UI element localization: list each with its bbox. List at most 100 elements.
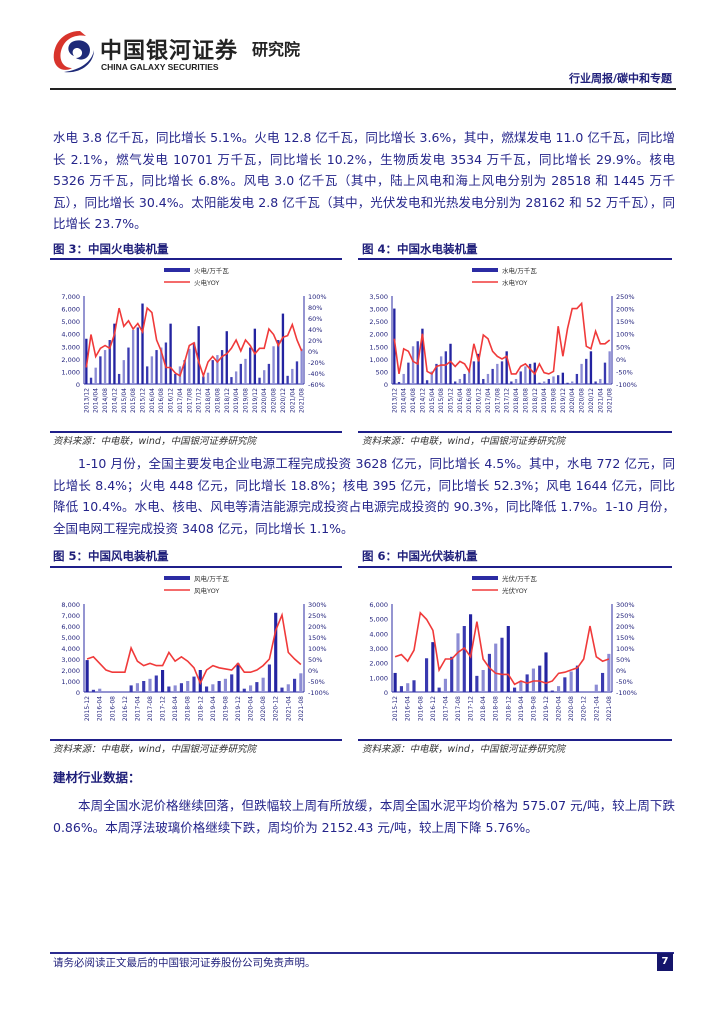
x-tick-label: 2014/12 — [419, 388, 426, 413]
x-tick-label: 2020/12 — [588, 388, 595, 413]
x-tick-label: 2014/08 — [102, 388, 109, 413]
bar — [547, 378, 550, 384]
bar — [412, 680, 416, 692]
x-tick-label: 2016-04 — [405, 696, 412, 721]
x-tick-label: 2015/08 — [130, 388, 137, 413]
chart-solar-capacity: 0 1,000 2,000 3,000 4,000 5,000 6,000 -100% -50%… — [369, 574, 637, 721]
legend-line-label: 火电YOY — [194, 278, 219, 287]
footer-divider — [50, 952, 674, 954]
yoy-line — [86, 612, 302, 686]
bar — [255, 682, 259, 692]
bar — [505, 351, 508, 384]
y-right-tick-label: 100% — [616, 331, 635, 339]
x-tick-label: 2015-12 — [392, 696, 399, 721]
figure-6-title-rule — [358, 566, 672, 568]
legend-bar-label: 光伏/万千瓦 — [502, 574, 537, 583]
bar — [223, 678, 227, 692]
x-tick-label: 2018/04 — [513, 388, 520, 413]
y-left-tick-label: 7,000 — [61, 612, 80, 620]
figure-3-title-rule — [50, 258, 342, 260]
bar — [183, 360, 186, 384]
bar — [129, 685, 133, 692]
bar — [550, 690, 554, 692]
bar — [601, 672, 605, 692]
figure-5-title-rule — [50, 566, 342, 568]
bar — [122, 360, 125, 384]
bar — [575, 665, 579, 692]
bar — [217, 681, 221, 692]
figure-6-title: 图 6：中国光伏装机量 — [362, 549, 478, 563]
bar — [454, 381, 457, 384]
bar — [299, 673, 303, 692]
bar — [169, 323, 172, 384]
figure-3-source-rule — [50, 431, 342, 433]
y-right-tick-label: -20% — [308, 359, 325, 367]
bar — [450, 656, 454, 692]
bar — [230, 674, 234, 692]
y-right-tick-label: -100% — [616, 381, 637, 389]
x-tick-label: 2019-04 — [518, 696, 525, 721]
x-tick-label: 2020-12 — [581, 696, 588, 721]
y-right-tick-label: 0% — [308, 348, 318, 356]
y-left-tick-label: 5,000 — [61, 634, 80, 642]
bar — [542, 381, 546, 384]
institute-label: 研究院 — [252, 40, 301, 59]
bar — [135, 683, 139, 692]
y-left-tick-label: 1,500 — [369, 343, 388, 351]
bar — [293, 678, 297, 692]
bar — [142, 681, 146, 692]
bar — [402, 373, 405, 384]
bar — [99, 356, 102, 384]
y-right-tick-label: 150% — [616, 634, 635, 642]
paragraph-capacity: 水电 3.8 亿千瓦，同比增长 5.1%。火电 12.8 亿千瓦，同比增长 3.… — [53, 130, 675, 231]
x-tick-label: 2014/04 — [93, 388, 100, 413]
bar — [277, 340, 280, 384]
x-tick-label: 2016/12 — [168, 388, 175, 413]
bar — [393, 672, 397, 692]
bar — [89, 377, 93, 384]
y-right-tick-label: -60% — [308, 381, 325, 389]
y-left-tick-label: 3,000 — [369, 645, 388, 653]
x-tick-label: 2019-08 — [530, 696, 537, 721]
bar — [186, 681, 190, 692]
bar — [258, 377, 261, 384]
y-right-tick-label: -50% — [616, 368, 633, 376]
bar — [274, 612, 278, 692]
paragraph-investment: 1-10 月份，全国主要发电企业电源工程完成投资 3628 亿元，同比增长 4.… — [53, 456, 675, 536]
bar — [487, 653, 491, 692]
x-tick-label: 2016/04 — [149, 388, 156, 413]
bar — [514, 378, 518, 384]
bar — [407, 362, 410, 384]
y-left-tick-label: 1,000 — [369, 674, 388, 682]
x-tick-label: 2017-08 — [147, 696, 154, 721]
bar — [281, 313, 285, 384]
bar — [108, 340, 111, 384]
y-right-tick-label: 250% — [616, 293, 635, 301]
x-tick-label: 2021/08 — [607, 388, 614, 413]
y-right-tick-label: 80% — [308, 304, 322, 312]
bar — [131, 329, 135, 384]
y-right-tick-label: 50% — [308, 656, 322, 664]
bar — [236, 663, 240, 692]
brand-name-cn: 中国银河证券 — [100, 39, 239, 64]
y-right-tick-label: 150% — [616, 318, 635, 326]
bar — [148, 678, 152, 692]
legend-line-label: 风电YOY — [194, 586, 219, 595]
legend-bar-swatch — [164, 576, 190, 580]
x-tick-label: 2015/08 — [438, 388, 445, 413]
bar — [513, 687, 517, 692]
bar — [524, 366, 527, 384]
bar — [150, 356, 154, 384]
bar — [397, 381, 401, 384]
bar — [463, 373, 466, 384]
bar — [443, 678, 447, 692]
y-left-tick-label: 0 — [76, 689, 80, 697]
bar — [161, 670, 165, 692]
bar — [174, 373, 177, 384]
figure-3-source: 资料来源：中电联，wind，中国银河证券研究院 — [53, 436, 256, 447]
y-left-tick-label: 4,000 — [61, 331, 80, 339]
x-tick-label: 2018-12 — [197, 696, 204, 721]
x-tick-label: 2016-08 — [417, 696, 424, 721]
y-right-tick-label: 100% — [308, 645, 327, 653]
x-tick-label: 2021/04 — [597, 388, 604, 413]
